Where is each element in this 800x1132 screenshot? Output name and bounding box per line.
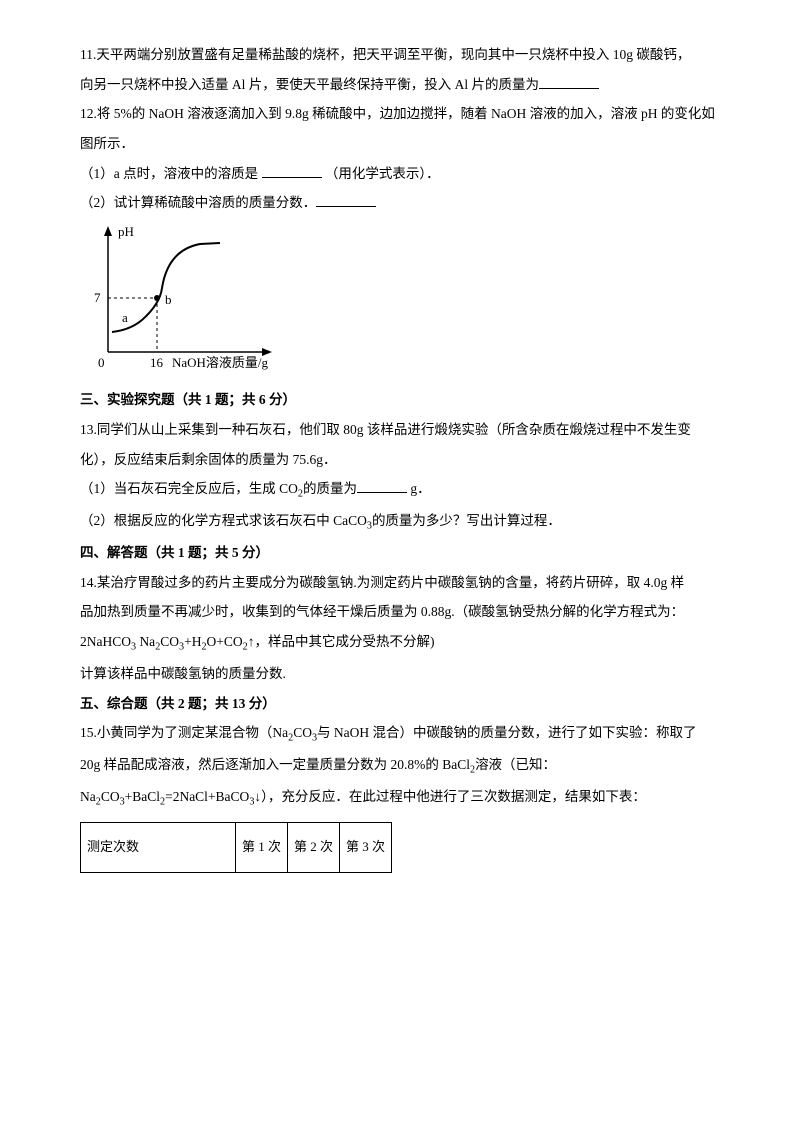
q14-line2: 品加热到质量不再减少时，收集到的气体经干燥后质量为 0.88g.（碳酸氢钠受热分… [80,597,730,627]
q12-part1: （1）a 点时，溶液中的溶质是 （用化学式表示）． [80,159,730,189]
chart-y-tick: 7 [94,290,101,305]
q15-l3-m2: +BaCl [125,789,160,804]
q13-part1-post: g． [407,481,431,496]
chart-a-label: a [122,310,128,325]
q15-l3-m1: CO [101,789,120,804]
table-header-3: 第 3 次 [340,823,392,873]
q15-line3: Na2CO3+BaCl2=2NaCl+BaCO3↓），充分反应．在此过程中他进行… [80,782,730,814]
q15-l3-pre: Na [80,789,96,804]
q13-line2: 化），反应结束后剩余固体的质量为 75.6g． [80,445,730,475]
table-header-2: 第 2 次 [288,823,340,873]
q14-m3: +H [184,634,201,649]
q13-part2: （2）根据反应的化学方程式求该石灰石中 CaCO3的质量为多少？写出计算过程． [80,506,730,538]
q12-part2-text: （2）试计算稀硫酸中溶质的质量分数． [80,195,316,210]
q11-line2: 向另一只烧杯中投入适量 Al 片，要使天平最终保持平衡，投入 Al 片的质量为 [80,70,730,100]
chart-x-label: NaOH溶液质量/g [172,355,269,370]
q14-line4: 计算该样品中碳酸氢钠的质量分数. [80,659,730,689]
q15-l3-post: ↓），充分反应．在此过程中他进行了三次数据测定，结果如下表： [254,789,646,804]
q14-line1: 14.某治疗胃酸过多的药片主要成分为碳酸氢钠.为测定药片中碳酸氢钠的含量，将药片… [80,568,730,598]
table-header-1: 第 1 次 [236,823,288,873]
chart-y-label: pH [118,224,134,239]
q12-line2: 图所示． [80,129,730,159]
table-row: 测定次数 第 1 次 第 2 次 第 3 次 [81,823,392,873]
table-header-0: 测定次数 [81,823,236,873]
q12-part1-post: （用化学式表示）． [322,166,440,181]
q15-l2-post: 溶液（已知： [475,757,556,772]
q12-part2: （2）试计算稀硫酸中溶质的质量分数． [80,188,730,218]
q15-l1-post: 与 NaOH 混合）中碳酸钠的质量分数，进行了如下实验：称取了 [317,725,697,740]
q13-part1-mid: 的质量为 [303,481,357,496]
page-content: 11.天平两端分别放置盛有足量稀盐酸的烧杯，把天平调至平衡，现向其中一只烧杯中投… [0,0,800,913]
q15-line1: 15.小黄同学为了测定某混合物（Na2CO3与 NaOH 混合）中碳酸钠的质量分… [80,718,730,750]
q11-blank[interactable] [539,74,599,89]
q14-m2: CO [160,634,179,649]
q12-blank2[interactable] [316,193,376,208]
q11-line2-text: 向另一只烧杯中投入适量 Al 片，要使天平最终保持平衡，投入 Al 片的质量为 [80,77,539,92]
q15-l1-m1: CO [293,725,312,740]
section3-heading: 三、实验探究题（共 1 题；共 6 分） [80,385,730,415]
q13-part2-post: 的质量为多少？写出计算过程． [372,513,561,528]
chart-origin: 0 [98,355,105,370]
q13-line1: 13.同学们从山上采集到一种石灰石，他们取 80g 该样品进行煅烧实验（所含杂质… [80,415,730,445]
chart-x-tick: 16 [150,355,164,370]
q15-l1-pre: 15.小黄同学为了测定某混合物（Na [80,725,288,740]
chart-b-label: b [165,292,172,307]
q14-line3: 2NaHCO3 Na2CO3+H2O+CO2↑，样品中其它成分受热不分解) [80,627,730,659]
q14-m4: O+CO [207,634,243,649]
q15-l3-m3: =2NaCl+BaCO [165,789,249,804]
q13-part2-pre: （2）根据反应的化学方程式求该石灰石中 CaCO [80,513,367,528]
section5-heading: 五、综合题（共 2 题；共 13 分） [80,689,730,719]
q14-l3-pre: 2NaHCO [80,634,131,649]
q13-blank[interactable] [357,479,407,494]
q13-part1: （1）当石灰石完全反应后，生成 CO2的质量为 g． [80,474,730,506]
q15-l2-pre: 20g 样品配成溶液，然后逐渐加入一定量质量分数为 20.8%的 BaCl [80,757,470,772]
q14-l3-post: ↑，样品中其它成分受热不分解) [248,634,435,649]
q12-blank1[interactable] [262,163,322,178]
q11-line1: 11.天平两端分别放置盛有足量稀盐酸的烧杯，把天平调至平衡，现向其中一只烧杯中投… [80,40,730,70]
q12-part1-pre: （1）a 点时，溶液中的溶质是 [80,166,262,181]
q12-line1: 12.将 5%的 NaOH 溶液逐滴加入到 9.8g 稀硫酸中，边加边搅拌，随着… [80,99,730,129]
q15-table: 测定次数 第 1 次 第 2 次 第 3 次 [80,822,392,873]
q12-ph-chart: pH 0 7 16 NaOH溶液质量/g b a [80,222,280,377]
section4-heading: 四、解答题（共 1 题；共 5 分） [80,538,730,568]
q13-part1-pre: （1）当石灰石完全反应后，生成 CO [80,481,298,496]
q14-m1: Na [136,634,155,649]
q15-line2: 20g 样品配成溶液，然后逐渐加入一定量质量分数为 20.8%的 BaCl2溶液… [80,750,730,782]
